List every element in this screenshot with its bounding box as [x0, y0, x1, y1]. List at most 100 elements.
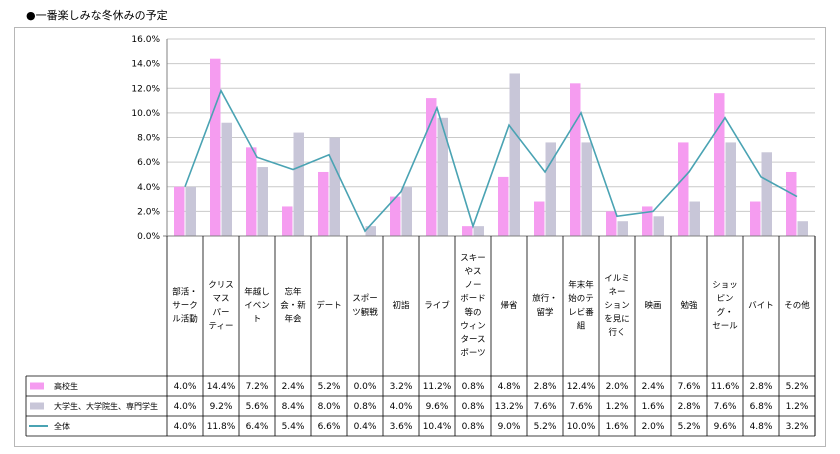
bar-highschool	[462, 226, 473, 236]
bar-university	[725, 142, 736, 236]
category-label: グ・	[716, 307, 733, 318]
category-label: ピン	[716, 294, 733, 304]
table-cell-value: 6.8%	[750, 402, 773, 412]
category-label: ウィン	[460, 321, 486, 331]
table-cell-value: 14.4%	[207, 382, 236, 392]
chart-frame	[14, 27, 826, 447]
table-cell-value: 0.0%	[354, 382, 377, 392]
bar-highschool	[642, 206, 653, 236]
bar-highschool	[390, 196, 401, 236]
category-label: 組	[577, 320, 586, 331]
category-label: バイト	[748, 301, 774, 311]
table-cell-value: 0.8%	[462, 382, 485, 392]
table-cell-value: 8.0%	[318, 402, 341, 412]
category-label: その他	[784, 300, 810, 311]
table-cell-value: 6.6%	[318, 422, 341, 432]
table-cell-value: 1.6%	[606, 422, 629, 432]
table-cell-value: 4.0%	[174, 402, 197, 412]
category-label: クリス	[208, 281, 234, 291]
category-label: 会・新	[280, 300, 306, 311]
table-cell-value: 2.0%	[642, 422, 665, 432]
bar-university	[221, 122, 232, 236]
table-cell-value: 10.0%	[567, 422, 596, 432]
bar-university	[797, 221, 808, 236]
legend-label: 高校生	[54, 381, 78, 391]
bar-university	[761, 152, 772, 236]
table-cell-value: 5.4%	[282, 422, 305, 432]
category-label: 帰省	[500, 300, 518, 311]
table-cell-value: 1.2%	[606, 402, 629, 412]
bar-highschool	[750, 201, 761, 236]
table-cell-value: 8.4%	[282, 402, 305, 412]
category-label: ト	[253, 315, 262, 325]
y-tick-label: 14.0%	[131, 60, 160, 70]
table-cell-value: 9.0%	[498, 422, 521, 432]
table-cell-value: 5.2%	[678, 422, 701, 432]
bar-highschool	[282, 206, 293, 236]
table-cell-value: 2.4%	[282, 382, 305, 392]
table-cell-value: 13.2%	[495, 402, 524, 412]
table-cell-value: 5.2%	[534, 422, 557, 432]
bar-highschool	[210, 58, 221, 237]
table-cell-value: 0.4%	[354, 422, 377, 432]
table-cell-value: 0.8%	[354, 402, 377, 412]
table-cell-value: 4.0%	[174, 422, 197, 432]
table-cell-value: 2.8%	[750, 382, 773, 392]
table-cell-value: 9.6%	[426, 402, 449, 412]
table-cell-value: 3.6%	[390, 422, 413, 432]
table-cell-value: 11.6%	[711, 382, 740, 392]
table-cell-value: 0.8%	[462, 422, 485, 432]
bar-university	[437, 117, 448, 236]
category-label: タース	[460, 335, 485, 345]
category-label: やス	[464, 267, 481, 277]
category-label: 留学	[536, 307, 554, 318]
bar-highschool	[174, 186, 185, 236]
table-cell-value: 2.4%	[642, 382, 665, 392]
category-label: 旅行・	[532, 293, 558, 304]
bar-highschool	[426, 98, 437, 236]
category-label: マス	[212, 294, 229, 304]
y-tick-label: 16.0%	[131, 35, 160, 45]
page-title: ●一番楽しみな冬休みの予定	[26, 9, 168, 22]
table-cell-value: 5.2%	[318, 382, 341, 392]
bar-university	[617, 221, 628, 236]
category-label: 忘年	[284, 286, 302, 297]
category-label: デート	[316, 300, 342, 311]
table-cell-value: 5.6%	[246, 402, 269, 412]
category-label: レビ番	[568, 307, 594, 318]
category-label: 等の	[464, 307, 481, 318]
legend-label: 全体	[54, 421, 70, 431]
table-cell-value: 7.6%	[534, 402, 557, 412]
category-label: スポー	[352, 294, 378, 304]
bar-highschool	[318, 171, 329, 236]
category-label: 年末年	[568, 280, 594, 291]
category-label: ティー	[209, 321, 234, 331]
table-cell-value: 12.4%	[567, 382, 596, 392]
bar-university	[329, 137, 340, 236]
table-cell-value: 2.8%	[534, 382, 557, 392]
category-label: ライブ	[424, 300, 450, 311]
category-label: ツ観戦	[352, 307, 378, 318]
bar-highschool	[498, 176, 509, 236]
bar-university	[257, 167, 268, 236]
table-cell-value: 0.8%	[462, 402, 485, 412]
category-label: ネー	[608, 287, 625, 297]
category-label: セール	[712, 321, 738, 331]
y-tick-label: 12.0%	[131, 84, 160, 94]
table-cell-value: 3.2%	[786, 422, 809, 432]
bar-highschool	[246, 147, 257, 236]
bar-university	[545, 142, 556, 236]
category-label: イベン	[244, 301, 270, 311]
table-cell-value: 7.6%	[570, 402, 593, 412]
table-cell-value: 1.2%	[786, 402, 809, 412]
y-tick-label: 8.0%	[137, 134, 160, 144]
bar-highschool	[678, 142, 689, 236]
table-cell-value: 10.4%	[423, 422, 452, 432]
table-cell-value: 11.8%	[207, 422, 236, 432]
category-label: 部活・	[172, 286, 198, 297]
bar-university	[509, 73, 520, 236]
table-cell-value: 4.0%	[174, 382, 197, 392]
category-label: を見に	[604, 315, 630, 325]
bar-university	[581, 142, 592, 236]
